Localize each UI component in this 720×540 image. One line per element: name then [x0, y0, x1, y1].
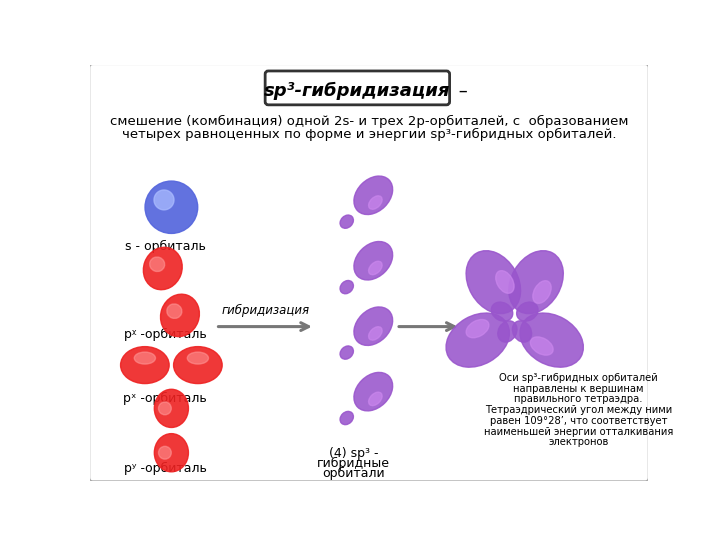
Ellipse shape [120, 347, 169, 383]
FancyBboxPatch shape [265, 71, 449, 105]
Text: правильного тетраэдра.: правильного тетраэдра. [514, 394, 642, 404]
Ellipse shape [158, 402, 171, 415]
Text: электронов: электронов [548, 437, 608, 448]
Ellipse shape [466, 251, 521, 314]
Text: орбитали: орбитали [322, 467, 384, 480]
Ellipse shape [498, 321, 517, 342]
Ellipse shape [446, 313, 510, 367]
Ellipse shape [174, 347, 222, 383]
Ellipse shape [513, 321, 531, 342]
Ellipse shape [158, 447, 171, 459]
Text: равен 109°28’, что соответствует: равен 109°28’, что соответствует [490, 416, 667, 426]
Ellipse shape [143, 247, 182, 290]
Ellipse shape [491, 302, 513, 321]
Ellipse shape [167, 304, 182, 319]
Text: Оси sp³-гибридных орбиталей: Оси sp³-гибридных орбиталей [499, 373, 657, 383]
Ellipse shape [517, 302, 538, 321]
Ellipse shape [466, 320, 489, 338]
Text: гибридизация: гибридизация [221, 304, 309, 318]
Ellipse shape [533, 281, 552, 303]
Ellipse shape [520, 313, 583, 367]
Ellipse shape [509, 251, 563, 314]
Text: (4) sp³ -: (4) sp³ - [329, 447, 378, 460]
Text: смешение (комбинация) одной 2s- и трех 2p-орбиталей, с  образованием: смешение (комбинация) одной 2s- и трех 2… [109, 115, 629, 128]
Ellipse shape [187, 352, 209, 364]
Text: pʸ -орбиталь: pʸ -орбиталь [124, 462, 207, 475]
Ellipse shape [150, 257, 165, 272]
Ellipse shape [369, 196, 382, 210]
Ellipse shape [340, 411, 354, 424]
Text: наименьшей энергии отталкивания: наименьшей энергии отталкивания [484, 427, 673, 437]
Ellipse shape [369, 392, 382, 406]
Text: pᵡ -орбиталь: pᵡ -орбиталь [124, 328, 207, 341]
Text: sp³-гибридизация: sp³-гибридизация [264, 82, 451, 100]
Text: s - орбиталь: s - орбиталь [125, 240, 206, 253]
Ellipse shape [354, 373, 392, 411]
Text: четырех равноценных по форме и энергии sp³-гибридных орбиталей.: четырех равноценных по форме и энергии s… [122, 128, 616, 141]
Circle shape [154, 190, 174, 210]
Text: –: – [453, 82, 467, 100]
Ellipse shape [531, 337, 553, 355]
Ellipse shape [340, 280, 354, 294]
Ellipse shape [134, 352, 156, 364]
Text: направлены к вершинам: направлены к вершинам [513, 383, 644, 394]
Text: pˣ -орбиталь: pˣ -орбиталь [123, 392, 207, 405]
Ellipse shape [369, 327, 382, 340]
Ellipse shape [354, 176, 392, 214]
Ellipse shape [340, 215, 354, 228]
Text: Тетраэдрический угол между ними: Тетраэдрический угол между ними [485, 405, 672, 415]
FancyBboxPatch shape [89, 64, 649, 481]
Ellipse shape [161, 294, 199, 336]
Circle shape [145, 181, 198, 233]
Ellipse shape [154, 434, 189, 472]
Ellipse shape [354, 241, 392, 280]
Ellipse shape [354, 307, 392, 346]
Ellipse shape [369, 261, 382, 275]
Ellipse shape [495, 271, 514, 293]
Ellipse shape [154, 389, 189, 428]
Ellipse shape [340, 346, 354, 359]
Text: гибридные: гибридные [317, 457, 390, 470]
